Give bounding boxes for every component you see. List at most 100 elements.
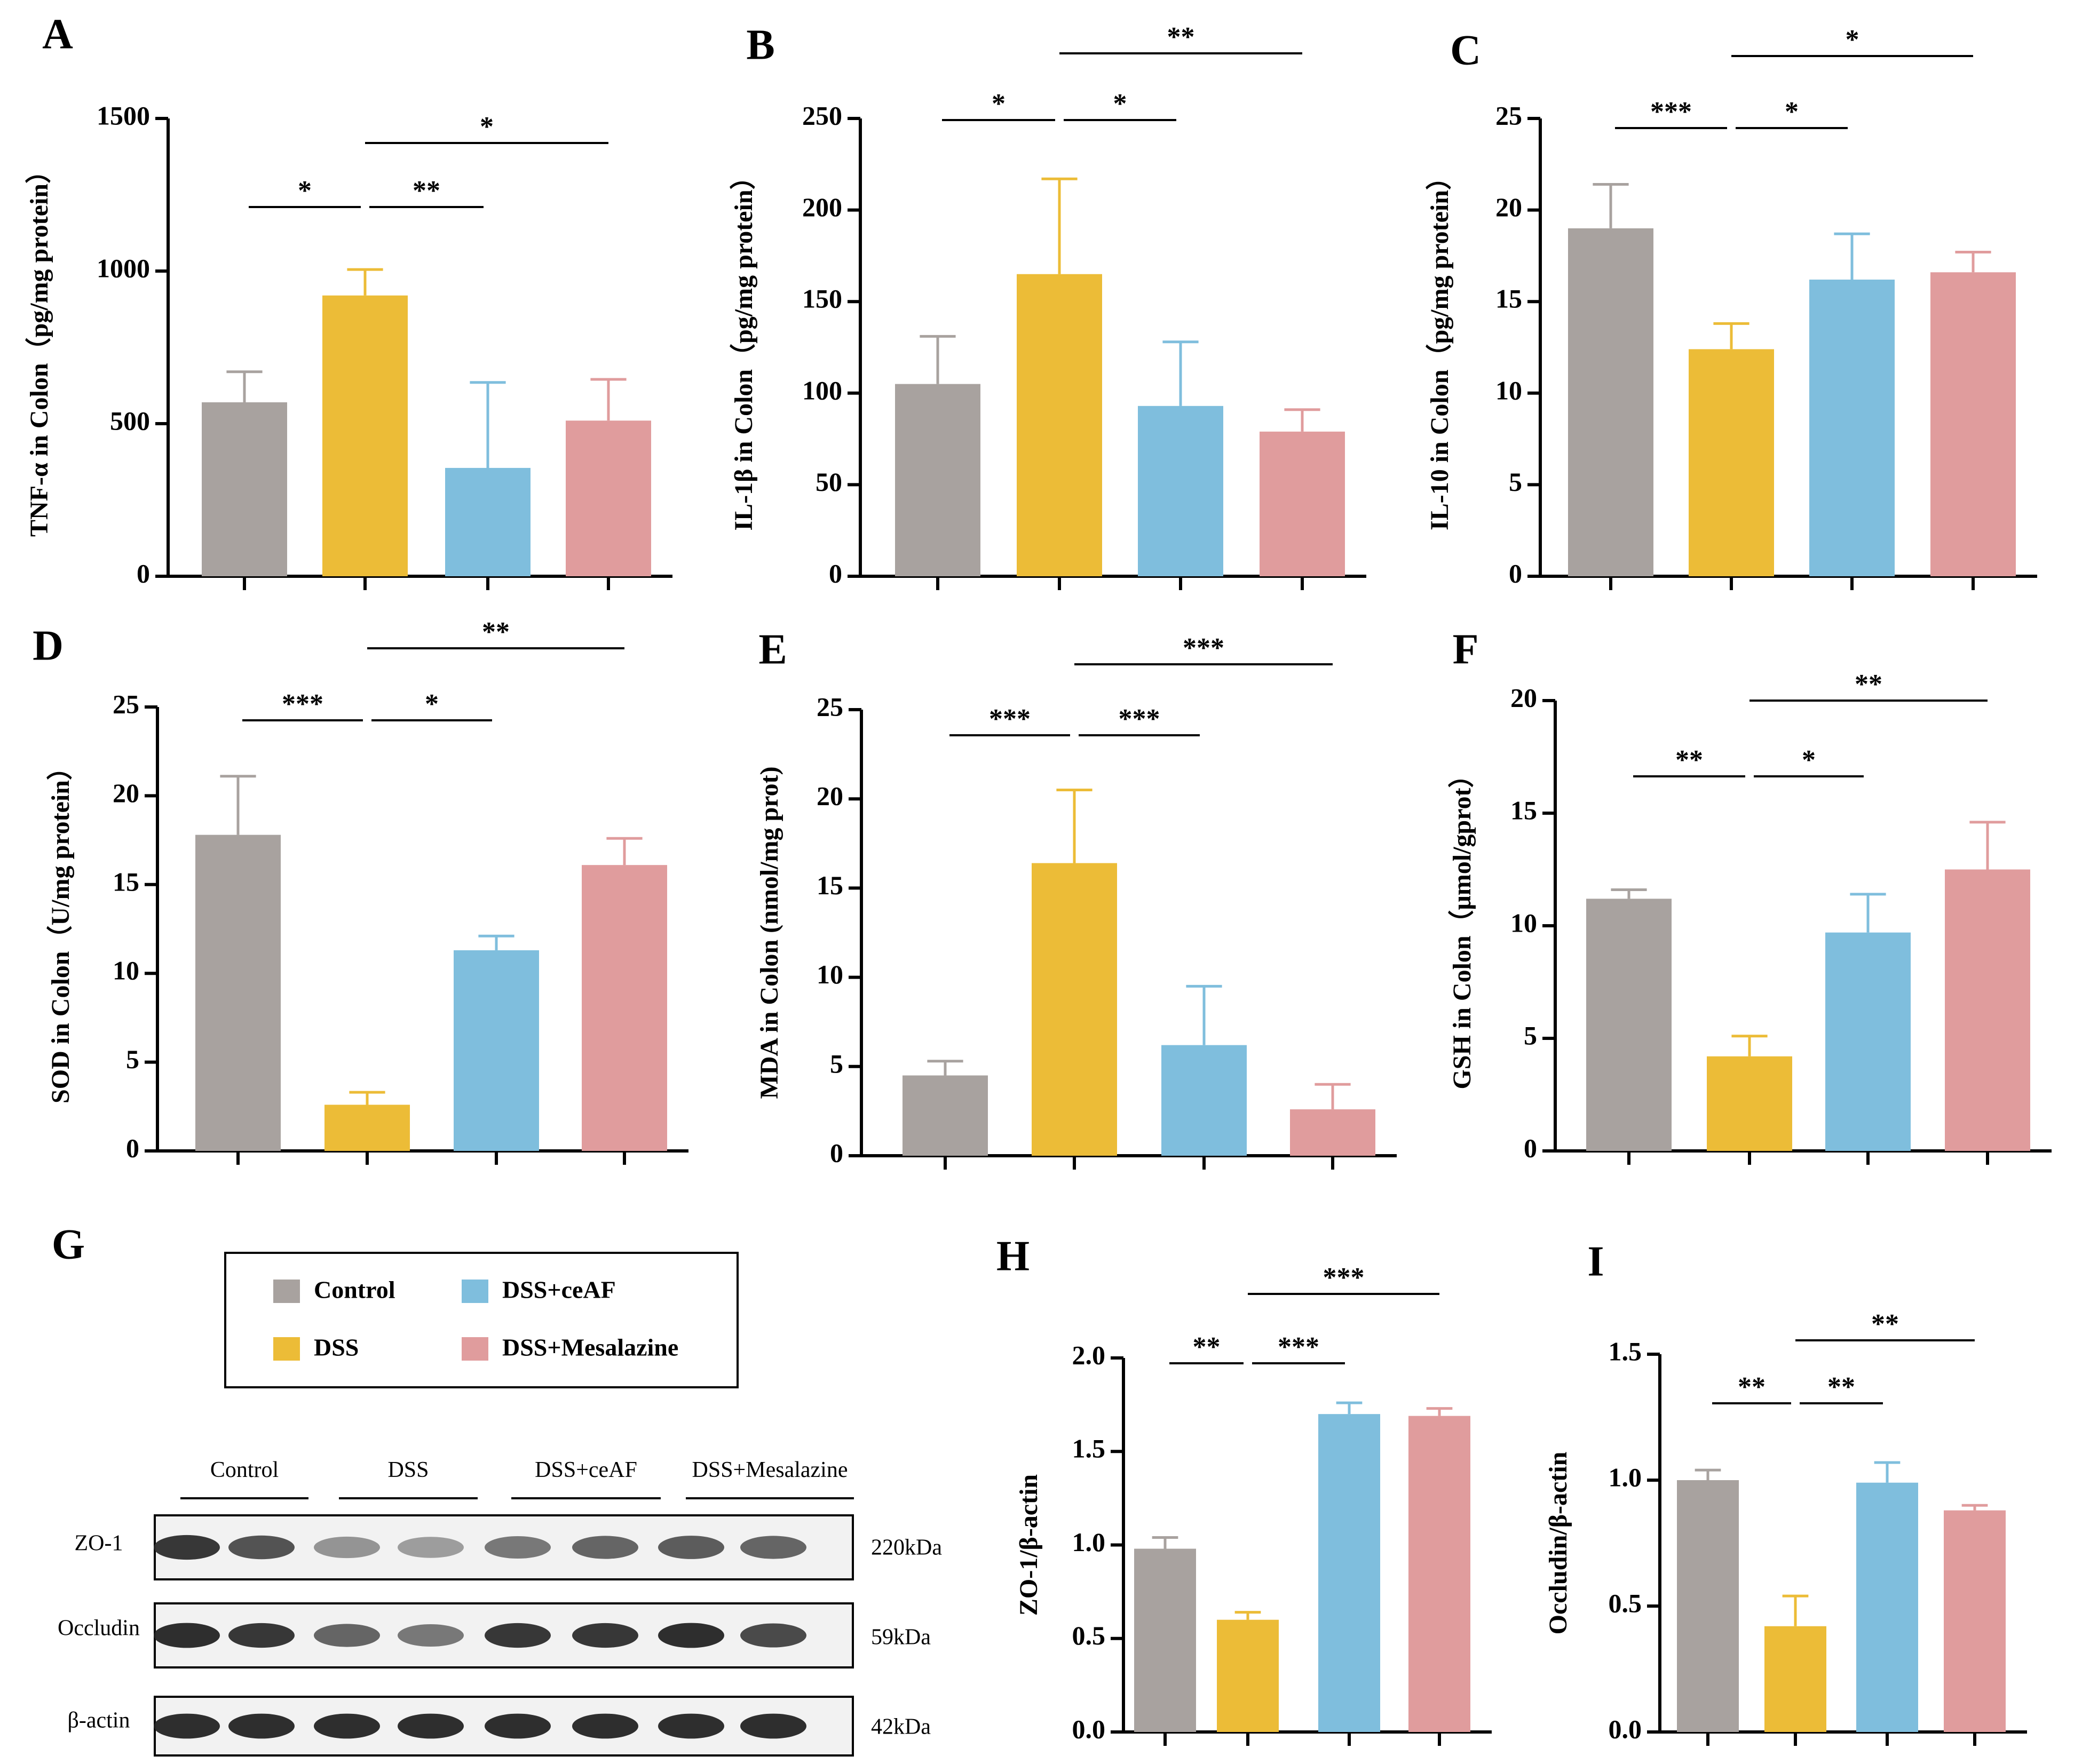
significance-label: * bbox=[425, 689, 439, 719]
panel-letter: I bbox=[1587, 1238, 1604, 1285]
blot-row--actin: β-actin 42kDa bbox=[68, 1696, 931, 1757]
bar-dss bbox=[1217, 1619, 1279, 1732]
blot-band bbox=[658, 1713, 724, 1739]
y-tick-label: 1.5 bbox=[1072, 1434, 1106, 1464]
blot-band bbox=[485, 1536, 551, 1559]
panel-letter: B bbox=[746, 21, 774, 68]
y-tick-label: 20 bbox=[113, 778, 139, 808]
panel-i: I 0.0 0.5 1.0 1.5 Occludin/β-actin ** ** ** bbox=[1544, 1238, 2027, 1746]
bar-control bbox=[903, 1075, 988, 1156]
bar-control bbox=[1134, 1548, 1196, 1732]
blot-band bbox=[228, 1713, 295, 1739]
molecular-weight-label: 42kDa bbox=[871, 1715, 931, 1739]
blot-band bbox=[572, 1713, 638, 1739]
significance-label: ** bbox=[1675, 745, 1703, 775]
y-axis-title: ZO-1/β-actin bbox=[1015, 1474, 1043, 1616]
significance-label: ** bbox=[1871, 1309, 1899, 1339]
y-tick-label: 5 bbox=[1524, 1020, 1537, 1050]
y-tick-label: 0.5 bbox=[1609, 1588, 1642, 1618]
y-tick-label: 20 bbox=[1495, 192, 1522, 222]
y-tick-label: 500 bbox=[110, 406, 150, 435]
legend-swatch bbox=[273, 1280, 300, 1303]
significance-label: * bbox=[1113, 89, 1127, 119]
blot-band bbox=[572, 1536, 638, 1559]
significance-label: * bbox=[1802, 745, 1816, 775]
y-tick-label: 50 bbox=[816, 467, 842, 497]
significance-label: ** bbox=[1855, 669, 1882, 700]
y-tick-label: 1000 bbox=[97, 253, 150, 283]
bar-dss-mesalazine bbox=[1945, 869, 2030, 1151]
legend-swatch bbox=[462, 1280, 488, 1303]
panel-letter: A bbox=[42, 11, 73, 58]
y-tick-label: 15 bbox=[1510, 795, 1537, 825]
legend-swatch bbox=[273, 1337, 300, 1361]
y-axis-title: IL-10 in Colon（pg/mg protein） bbox=[1426, 164, 1454, 530]
y-tick-label: 0 bbox=[126, 1133, 139, 1163]
blot-band bbox=[398, 1537, 464, 1558]
blot-band bbox=[485, 1623, 551, 1648]
significance-label: *** bbox=[1278, 1332, 1319, 1362]
significance-label: *** bbox=[282, 689, 323, 719]
y-tick-label: 15 bbox=[113, 867, 139, 896]
bar-dss-ceaf bbox=[1809, 280, 1895, 576]
y-tick-label: 0.0 bbox=[1609, 1714, 1642, 1744]
blot-band bbox=[740, 1623, 806, 1648]
blot-band bbox=[228, 1535, 295, 1560]
bar-dss bbox=[1764, 1626, 1826, 1732]
y-tick-label: 20 bbox=[1510, 682, 1537, 712]
blot-band bbox=[154, 1535, 220, 1560]
y-tick-label: 5 bbox=[830, 1048, 843, 1078]
bar-dss-ceaf bbox=[1161, 1045, 1247, 1156]
bar-dss-mesalazine bbox=[1260, 431, 1345, 576]
significance-label: *** bbox=[1119, 704, 1160, 734]
lane-group-label: DSS+Mesalazine bbox=[692, 1458, 848, 1482]
legend-label: DSS bbox=[314, 1334, 359, 1361]
significance-label: *** bbox=[1323, 1262, 1365, 1293]
y-tick-label: 5 bbox=[1509, 467, 1522, 497]
y-tick-label: 10 bbox=[1495, 375, 1522, 405]
significance-label: ** bbox=[482, 617, 510, 647]
significance-label: * bbox=[992, 89, 1006, 119]
y-tick-label: 0.0 bbox=[1072, 1714, 1106, 1744]
y-tick-label: 0 bbox=[830, 1138, 843, 1167]
bar-dss-ceaf bbox=[1825, 932, 1911, 1151]
molecular-weight-label: 220kDa bbox=[871, 1536, 942, 1560]
panel-c: C 0 5 10 15 20 25 IL-10 in Colon（pg/mg protein）… bbox=[1426, 25, 2037, 590]
y-tick-label: 25 bbox=[1495, 100, 1522, 130]
y-tick-label: 0 bbox=[137, 558, 150, 588]
y-tick-label: 0.5 bbox=[1072, 1620, 1106, 1650]
panel-h: H0.00.51.01.52.0ZO-1/β-actin** ****** bbox=[996, 1233, 1492, 1746]
bar-dss bbox=[1689, 349, 1774, 576]
y-tick-label: 2.0 bbox=[1072, 1340, 1106, 1370]
y-tick-label: 250 bbox=[802, 100, 842, 130]
bar-dss-mesalazine bbox=[1408, 1416, 1470, 1732]
y-tick-label: 1.0 bbox=[1609, 1462, 1642, 1492]
significance-label: ** bbox=[413, 176, 440, 206]
blot-band bbox=[314, 1624, 380, 1647]
significance-label: *** bbox=[1650, 97, 1692, 127]
y-tick-label: 15 bbox=[817, 870, 843, 900]
bar-dss-ceaf bbox=[454, 950, 539, 1151]
bar-control bbox=[1568, 228, 1653, 576]
panel-letter: F bbox=[1453, 626, 1479, 673]
panel-letter: H bbox=[996, 1233, 1030, 1280]
y-tick-label: 15 bbox=[1495, 284, 1522, 314]
legend-swatch bbox=[462, 1337, 488, 1361]
blot-band bbox=[154, 1623, 220, 1648]
y-tick-label: 0 bbox=[1509, 558, 1522, 588]
bar-dss bbox=[1707, 1056, 1792, 1151]
y-axis-title: GSH in Colon（μmol/gprot） bbox=[1448, 762, 1476, 1089]
y-tick-label: 10 bbox=[113, 956, 139, 986]
significance-label: * bbox=[1846, 25, 1859, 55]
y-axis-title: Occludin/β-actin bbox=[1544, 1452, 1572, 1635]
blot-row-zo-1: ZO-1 220kDa bbox=[75, 1514, 942, 1580]
significance-label: ** bbox=[1193, 1332, 1221, 1362]
protein-label: Occludin bbox=[58, 1616, 140, 1641]
bar-control bbox=[895, 384, 980, 576]
legend-box bbox=[224, 1252, 739, 1388]
significance-label: ** bbox=[1167, 22, 1195, 52]
bar-dss-mesalazine bbox=[582, 865, 667, 1151]
